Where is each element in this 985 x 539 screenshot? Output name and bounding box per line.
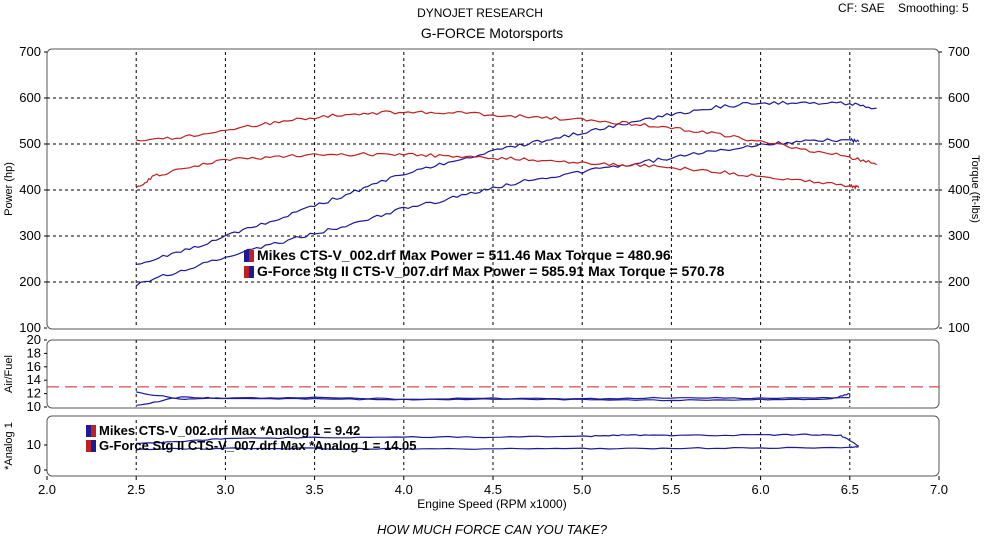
airfuel-ytick-label: 12 — [27, 386, 41, 401]
x-tick-label: 3.5 — [306, 482, 324, 497]
main-series-1 — [136, 100, 877, 265]
analog-ytick-label: 10 — [27, 437, 41, 452]
main-legend-text: Mikes CTS-V_002.drf Max Power = 511.46 M… — [257, 247, 671, 263]
analog-legend-swatch — [86, 425, 91, 437]
y-axis-label-power: Power (hp) — [3, 162, 15, 216]
y-axis-label-airfuel: Air/Fuel — [3, 355, 15, 393]
x-tick-label: 2.5 — [127, 482, 145, 497]
analog-ytick-label: 0 — [34, 462, 41, 477]
main-y2tick-label: 300 — [948, 228, 970, 243]
main-ytick-label: 400 — [19, 182, 41, 197]
airfuel-ytick-label: 20 — [27, 332, 41, 347]
main-legend-text: G-Force Stg II CTS-V_007.drf Max Power =… — [257, 263, 725, 279]
analog-series-0 — [136, 433, 860, 447]
analog-series-1 — [136, 445, 859, 451]
airfuel-series-1 — [136, 396, 850, 406]
x-axis-label: Engine Speed (RPM x1000) — [417, 497, 566, 511]
airfuel-ytick-label: 14 — [27, 372, 41, 387]
analog-legend-entry: G-Force Stg II CTS-V_007.drf Max *Analog… — [86, 438, 417, 453]
main-legend-swatch — [249, 266, 254, 278]
x-tick-label: 5.0 — [573, 482, 591, 497]
x-tick-label: 7.0 — [930, 482, 948, 497]
main-y2tick-label: 100 — [948, 320, 970, 335]
x-tick-label: 4.5 — [484, 482, 502, 497]
correction-factor: CF: SAE — [838, 1, 885, 15]
smoothing-setting: Smoothing: 5 — [898, 1, 969, 15]
airfuel-ytick-label: 18 — [27, 345, 41, 360]
footer-tagline: HOW MUCH FORCE CAN YOU TAKE? — [377, 522, 608, 537]
main-ytick-label: 500 — [19, 136, 41, 151]
main-ytick-label: 200 — [19, 274, 41, 289]
main-series-3 — [136, 110, 877, 166]
x-tick-label: 6.5 — [841, 482, 859, 497]
main-legend-swatch — [249, 250, 254, 262]
main-y2tick-label: 600 — [948, 90, 970, 105]
airfuel-ytick-label: 10 — [27, 399, 41, 414]
main-y2tick-label: 500 — [948, 136, 970, 151]
chart-subtitle: G-FORCE Motorsports — [421, 25, 563, 41]
analog-legend-text: Mikes CTS-V_002.drf Max *Analog 1 = 9.42 — [99, 423, 360, 438]
main-series-2 — [135, 152, 860, 191]
airfuel-ytick-label: 16 — [27, 359, 41, 374]
main-y2tick-label: 200 — [948, 274, 970, 289]
y-axis-label-analog: *Analog 1 — [3, 422, 15, 470]
main-ytick-label: 300 — [19, 228, 41, 243]
x-tick-label: 2.0 — [38, 482, 56, 497]
analog-legend-swatch — [91, 425, 96, 437]
analog-legend-entry: Mikes CTS-V_002.drf Max *Analog 1 = 9.42 — [86, 423, 360, 438]
x-tick-label: 4.0 — [395, 482, 413, 497]
main-ytick-label: 600 — [19, 90, 41, 105]
main-series-0 — [135, 137, 860, 287]
analog-legend-text: G-Force Stg II CTS-V_007.drf Max *Analog… — [99, 438, 417, 453]
main-plot-frame — [46, 48, 940, 330]
main-legend-swatch — [244, 266, 249, 278]
x-tick-label: 6.0 — [752, 482, 770, 497]
main-legend-entry: G-Force Stg II CTS-V_007.drf Max Power =… — [244, 263, 725, 279]
analog-legend-swatch — [91, 440, 96, 452]
main-ytick-label: 100 — [19, 320, 41, 335]
main-legend-entry: Mikes CTS-V_002.drf Max Power = 511.46 M… — [244, 247, 671, 263]
x-tick-label: 5.5 — [662, 482, 680, 497]
main-ytick-label: 700 — [19, 44, 41, 59]
main-y2tick-label: 700 — [948, 44, 970, 59]
main-y2tick-label: 400 — [948, 182, 970, 197]
analog-legend-swatch — [86, 440, 91, 452]
x-tick-label: 3.0 — [216, 482, 234, 497]
chart-title: DYNOJET RESEARCH — [417, 6, 543, 20]
y-axis-label-torque: Torque (ft-lbs) — [969, 155, 981, 223]
main-legend-swatch — [244, 250, 249, 262]
